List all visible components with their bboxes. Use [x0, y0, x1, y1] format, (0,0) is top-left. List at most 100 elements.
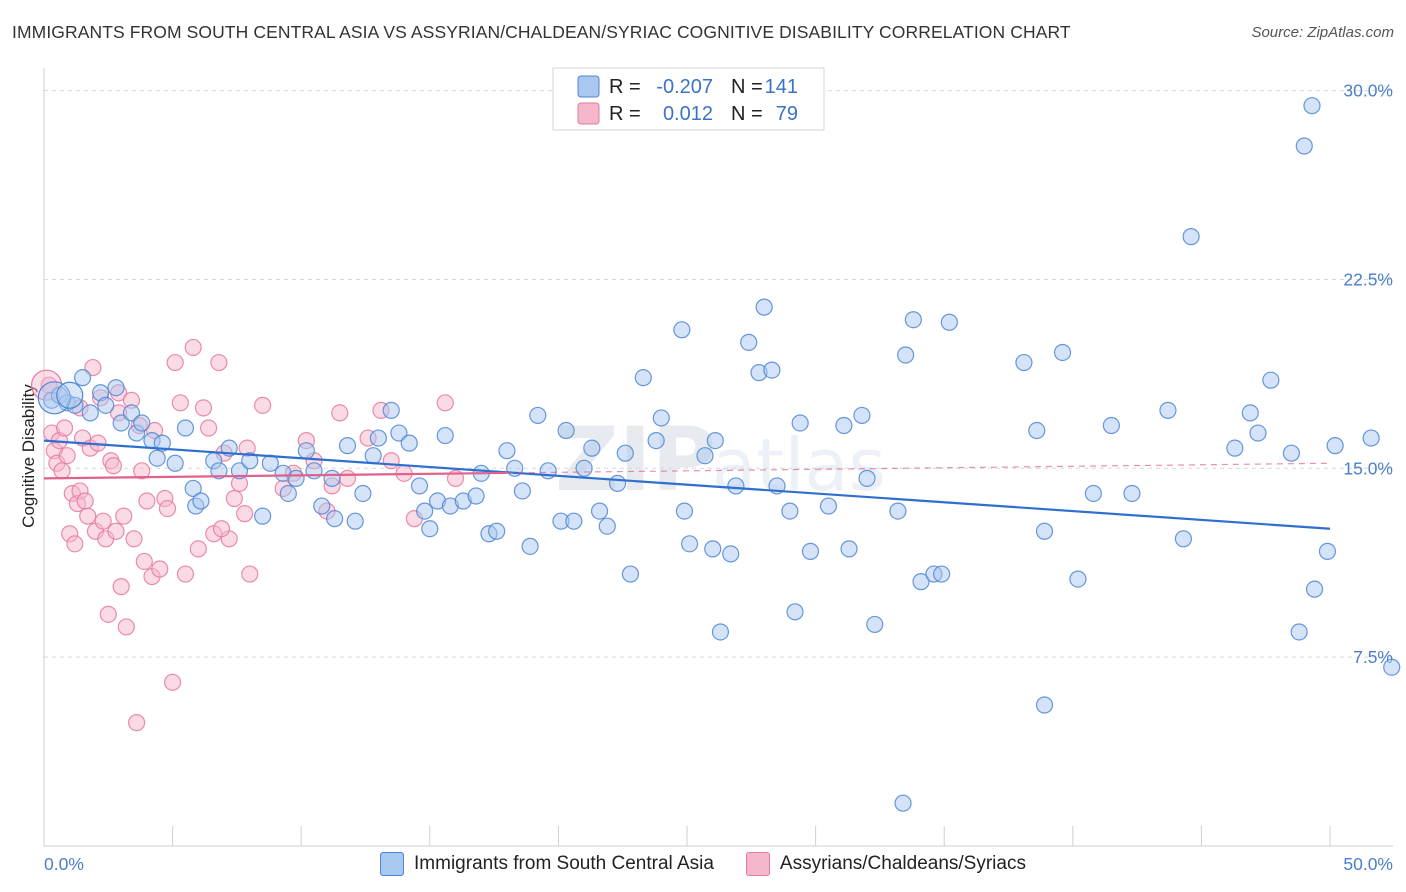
legend-swatch-south-central-asia: [380, 852, 405, 876]
data-point: [529, 406, 547, 425]
data-point: [696, 447, 714, 465]
data-point: [755, 298, 773, 316]
data-point: [1053, 343, 1072, 362]
data-point: [107, 522, 125, 540]
data-point: [151, 560, 169, 578]
data-point: [791, 414, 809, 432]
data-point: [382, 452, 400, 470]
data-point: [858, 469, 876, 487]
data-point: [835, 416, 853, 435]
data-point: [176, 419, 195, 437]
data-point: [727, 477, 745, 495]
x-axis-ticks: [43, 826, 1331, 846]
data-point: [1241, 404, 1259, 422]
data-point: [81, 404, 99, 422]
data-point: [940, 313, 958, 331]
legend-label-south-central-asia: Immigrants from South Central Asia: [414, 853, 714, 874]
data-point: [331, 404, 349, 422]
data-point: [76, 492, 94, 510]
data-point: [107, 379, 125, 397]
data-point: [94, 512, 112, 530]
data-point: [104, 457, 123, 475]
data-point: [421, 520, 439, 538]
legend-n-label-1: N =: [731, 76, 763, 98]
data-point: [488, 522, 506, 540]
data-point: [138, 492, 156, 510]
data-point: [99, 605, 117, 623]
legend-r-label-1: R =: [609, 76, 641, 98]
data-point: [73, 369, 92, 387]
data-point: [436, 394, 454, 412]
data-point: [608, 474, 627, 493]
data-point: [590, 502, 609, 520]
data-point: [521, 537, 539, 555]
data-point: [513, 482, 531, 500]
data-point: [382, 401, 400, 419]
data-point: [1069, 570, 1087, 588]
y-tick-label: 30.0%: [1343, 81, 1393, 101]
trend-lines: [43, 439, 1331, 530]
data-point: [1303, 97, 1321, 115]
data-point: [133, 462, 151, 480]
legend-swatch-assyrians: [745, 852, 770, 876]
data-point: [326, 510, 344, 528]
data-point: [338, 469, 357, 487]
data-point: [135, 552, 153, 571]
chart-title: IMMIGRANTS FROM SOUTH CENTRAL ASIA VS AS…: [12, 22, 1071, 42]
y-tick-label: 22.5%: [1343, 269, 1393, 289]
data-point: [241, 452, 259, 470]
data-point: [781, 502, 799, 520]
data-point: [410, 477, 429, 495]
data-point: [305, 462, 323, 480]
data-point: [1362, 429, 1380, 447]
data-point: [1084, 484, 1102, 503]
data-point: [1028, 421, 1046, 440]
data-point: [254, 396, 272, 414]
data-point: [1226, 439, 1244, 457]
legend-n-label-2: N =: [731, 103, 763, 125]
watermark-zip: ZIP: [555, 408, 716, 511]
data-point: [241, 565, 259, 583]
series-legend: Immigrants from South Central Asia Assyr…: [0, 852, 1406, 876]
data-point: [1015, 353, 1033, 372]
data-point: [79, 507, 97, 525]
data-point: [192, 492, 210, 510]
data-point: [680, 535, 699, 553]
data-point: [912, 573, 930, 591]
x-tick-label-min: 0.0%: [44, 854, 84, 874]
data-point: [171, 394, 189, 412]
data-point: [1159, 401, 1177, 419]
data-point: [1318, 542, 1337, 560]
data-point: [127, 714, 146, 732]
data-point: [184, 338, 202, 357]
data-point: [390, 424, 408, 442]
data-point: [652, 409, 670, 427]
data-point: [210, 462, 228, 480]
data-point: [254, 507, 272, 525]
data-point: [184, 479, 202, 498]
legend-label-assyrians: Assyrians/Chaldeans/Syriacs: [779, 853, 1026, 874]
data-point: [84, 358, 102, 377]
data-point: [575, 459, 593, 477]
data-point: [287, 469, 305, 487]
legend-n-value-2: 79: [776, 103, 798, 125]
data-point: [1123, 484, 1141, 503]
data-point: [840, 540, 858, 558]
data-point: [55, 419, 74, 437]
data-point: [786, 603, 804, 621]
data-point: [166, 454, 184, 472]
data-point: [176, 565, 195, 583]
correlation-legend: R = -0.207 N = 141 R = 0.012 N = 79: [552, 67, 825, 131]
data-point: [1282, 444, 1301, 462]
data-point: [1305, 580, 1324, 598]
data-point: [897, 346, 915, 364]
legend-item-south-central-asia: Immigrants from South Central Asia: [380, 852, 714, 876]
data-point: [323, 469, 341, 487]
y-tick-label: 7.5%: [1353, 647, 1393, 667]
data-point: [313, 497, 331, 515]
data-point: [598, 517, 616, 535]
data-point: [673, 321, 691, 339]
data-point: [153, 434, 171, 452]
data-point: [338, 437, 357, 455]
data-point: [763, 361, 781, 379]
